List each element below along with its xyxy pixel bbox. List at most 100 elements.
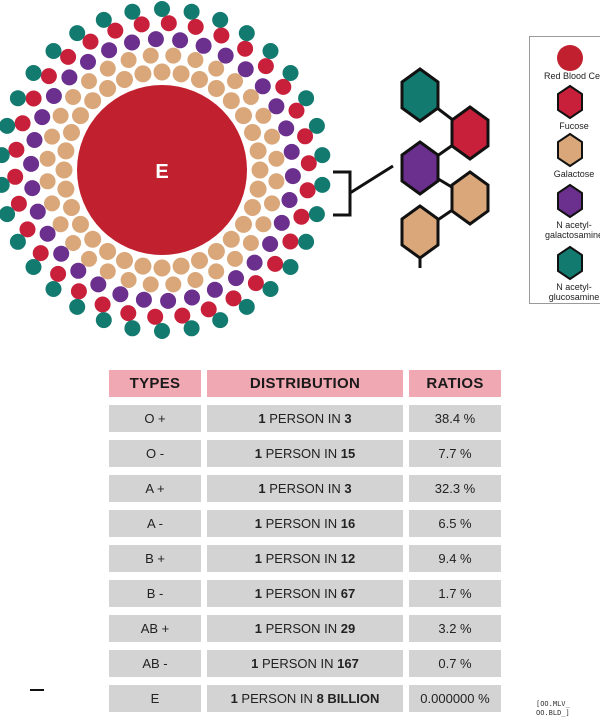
cell-type: O - bbox=[109, 440, 201, 467]
n-acetyl-galactosamine-dot bbox=[29, 203, 46, 220]
cell-distribution: 1 PERSON IN 29 bbox=[207, 615, 403, 642]
n-acetyl-glucosamine-dot bbox=[308, 206, 325, 223]
galactose-dot bbox=[116, 71, 133, 88]
fucose-dot bbox=[82, 33, 99, 50]
fucose-dot bbox=[147, 308, 164, 325]
fucose-dot bbox=[174, 307, 191, 324]
galactose-dot bbox=[268, 173, 285, 190]
fucose-dot bbox=[247, 275, 264, 292]
dash-mark bbox=[30, 689, 44, 691]
legend-label: Galactose bbox=[553, 169, 595, 179]
galactose-dot bbox=[44, 195, 60, 212]
cell-label: E bbox=[155, 161, 168, 183]
n-acetyl-glucosamine-dot bbox=[308, 117, 325, 134]
n-acetyl-glucosamine-dot bbox=[124, 320, 141, 337]
cell-distribution: 1 PERSON IN 8 BILLION bbox=[207, 685, 403, 712]
galactose-dot bbox=[187, 272, 204, 288]
dist-numerator: 1 bbox=[254, 621, 262, 636]
n-acetyl-glucosamine-dot bbox=[282, 65, 299, 81]
galactose-dot bbox=[72, 107, 89, 125]
fucose-dot bbox=[107, 22, 124, 39]
n-acetyl-glucosamine-dot bbox=[0, 147, 10, 164]
table-row: B -1 PERSON IN 67 1.7 % bbox=[109, 580, 501, 607]
table-row: A +1 PERSON IN 3 32.3 % bbox=[109, 475, 501, 502]
n-acetyl-glucosamine-dot bbox=[25, 65, 42, 81]
n-acetyl-glucosamine-dot bbox=[238, 25, 255, 42]
n-acetyl-galactosamine-dot bbox=[90, 276, 107, 293]
dist-text: PERSON IN bbox=[262, 516, 341, 531]
legend-label: N acetyl-galactosamine bbox=[544, 220, 600, 240]
cell-type: B + bbox=[109, 545, 201, 572]
fucose-dot bbox=[288, 102, 305, 119]
n-acetyl-galactosamine-dot bbox=[206, 281, 223, 298]
n-acetyl-glucosamine-dot bbox=[25, 259, 42, 275]
dist-numerator: 1 bbox=[254, 446, 262, 461]
fucose-dot bbox=[297, 128, 314, 145]
galactose-dot bbox=[52, 107, 69, 124]
galactose-hexagon bbox=[450, 170, 490, 226]
galactose-dot bbox=[120, 272, 137, 288]
n-acetyl-galactosamine-dot bbox=[147, 31, 164, 48]
n-acetyl-glucosamine-dot bbox=[282, 259, 299, 275]
header-ratios: RATIOS bbox=[409, 370, 501, 397]
n-acetyl-glucosamine-dot bbox=[0, 206, 16, 223]
n-acetyl-glucosamine-dot bbox=[95, 11, 112, 28]
cell-type: A - bbox=[109, 510, 201, 537]
blood-type-table: TYPES DISTRIBUTION RATIOS O +1 PERSON IN… bbox=[103, 362, 507, 720]
n-acetyl-galactosamine-dot bbox=[172, 32, 189, 49]
header-distribution: DISTRIBUTION bbox=[207, 370, 403, 397]
table-row: AB -1 PERSON IN 167 0.7 % bbox=[109, 650, 501, 677]
fucose-dot bbox=[120, 305, 137, 322]
galactose-dot bbox=[191, 71, 208, 88]
galactose-dot bbox=[255, 107, 272, 124]
galactose-dot bbox=[227, 73, 243, 90]
n-acetyl-galactosamine-dot bbox=[237, 61, 254, 78]
galactose-dot bbox=[249, 180, 267, 198]
fucose-dot bbox=[133, 16, 150, 33]
n-acetyl-glucosamine-dot bbox=[45, 43, 62, 59]
galactose-dot bbox=[242, 89, 259, 105]
n-acetyl-galactosamine-dot bbox=[273, 214, 290, 231]
galactose-dot bbox=[81, 73, 97, 90]
galactose-dot bbox=[235, 215, 252, 233]
dist-numerator: 1 bbox=[258, 481, 266, 496]
n-acetyl-galactosamine-dot bbox=[281, 192, 298, 208]
n-acetyl-galactosamine-dot bbox=[23, 155, 40, 172]
cell-type: E bbox=[109, 685, 201, 712]
galactose-dot bbox=[235, 107, 252, 125]
galactose-dot bbox=[116, 252, 133, 269]
table-row: AB +1 PERSON IN 29 3.2 % bbox=[109, 615, 501, 642]
dist-denominator: 8 BILLION bbox=[316, 691, 380, 706]
dist-text: PERSON IN bbox=[262, 446, 341, 461]
n-acetyl-glucosamine-dot bbox=[95, 312, 112, 329]
galactose-dot bbox=[99, 263, 116, 280]
dist-text: PERSON IN bbox=[262, 551, 341, 566]
n-acetyl-galactosamine-hexagon bbox=[400, 140, 440, 196]
dist-numerator: 1 bbox=[258, 411, 266, 426]
fucose-dot bbox=[213, 27, 230, 44]
fucose-hexagon-icon bbox=[557, 84, 583, 120]
n-acetyl-glucosamine-dot bbox=[183, 3, 200, 20]
cell-ratio: 6.5 % bbox=[409, 510, 501, 537]
galactose-dot bbox=[264, 128, 280, 145]
fucose-dot bbox=[10, 195, 27, 212]
bracket-connector bbox=[333, 164, 394, 217]
galactose-dot bbox=[242, 235, 259, 251]
red-blood-cell bbox=[77, 85, 247, 255]
n-acetyl-glucosamine-dot bbox=[314, 147, 331, 164]
cell-ratio: 0.7 % bbox=[409, 650, 501, 677]
fucose-dot bbox=[60, 48, 77, 65]
n-acetyl-glucosamine-dot bbox=[154, 323, 170, 339]
fucose-dot bbox=[282, 233, 299, 250]
n-acetyl-galactosamine-dot bbox=[39, 225, 56, 242]
n-acetyl-galactosamine-dot bbox=[195, 37, 212, 54]
n-acetyl-galactosamine-dot bbox=[278, 120, 295, 137]
galactose-dot bbox=[81, 250, 97, 267]
galactose-dot bbox=[39, 150, 56, 167]
fucose-dot bbox=[94, 296, 111, 313]
cell-ratio: 0.000000 % bbox=[409, 685, 501, 712]
fucose-dot bbox=[299, 182, 316, 199]
n-acetyl-galactosamine-dot bbox=[268, 98, 285, 115]
legend-label: Fucose bbox=[559, 121, 589, 131]
